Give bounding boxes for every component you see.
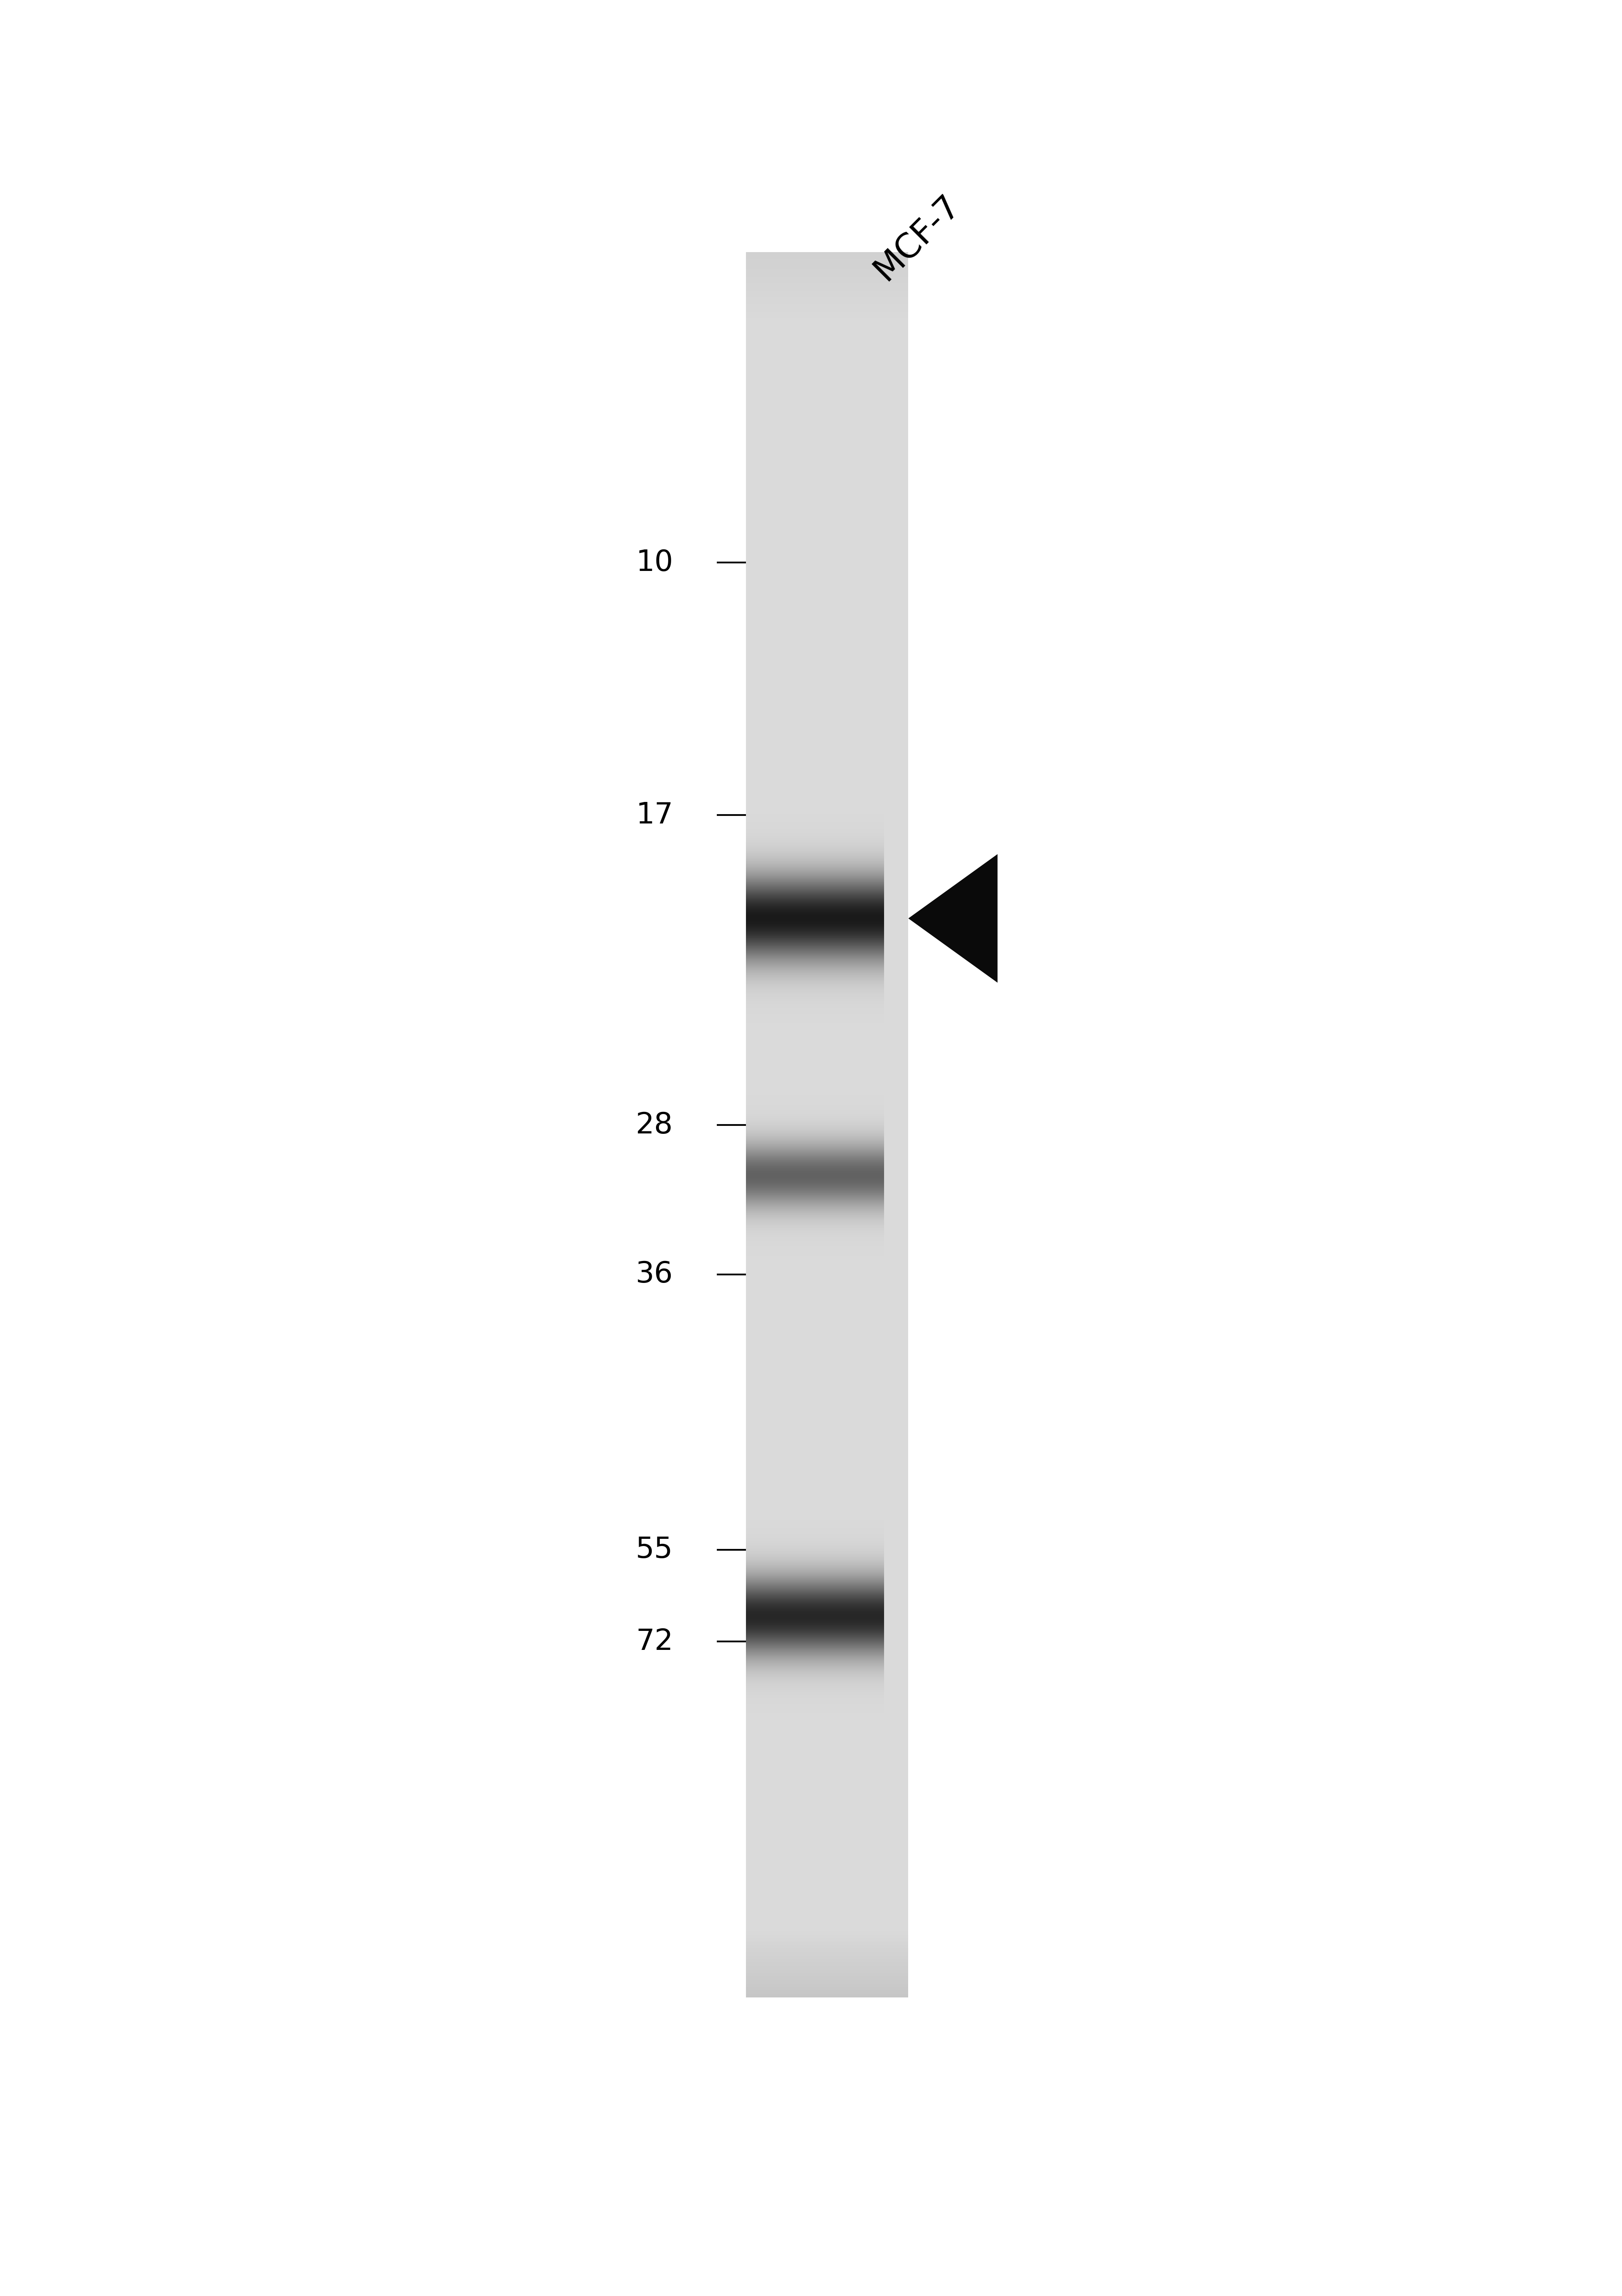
Text: 28: 28 <box>636 1111 673 1139</box>
Text: 36: 36 <box>636 1261 673 1288</box>
Text: 72: 72 <box>636 1628 673 1655</box>
Polygon shape <box>908 854 998 983</box>
Text: 17: 17 <box>636 801 673 829</box>
Text: 55: 55 <box>636 1536 673 1564</box>
Text: 10: 10 <box>636 549 673 576</box>
Text: MCF-7: MCF-7 <box>868 188 967 287</box>
